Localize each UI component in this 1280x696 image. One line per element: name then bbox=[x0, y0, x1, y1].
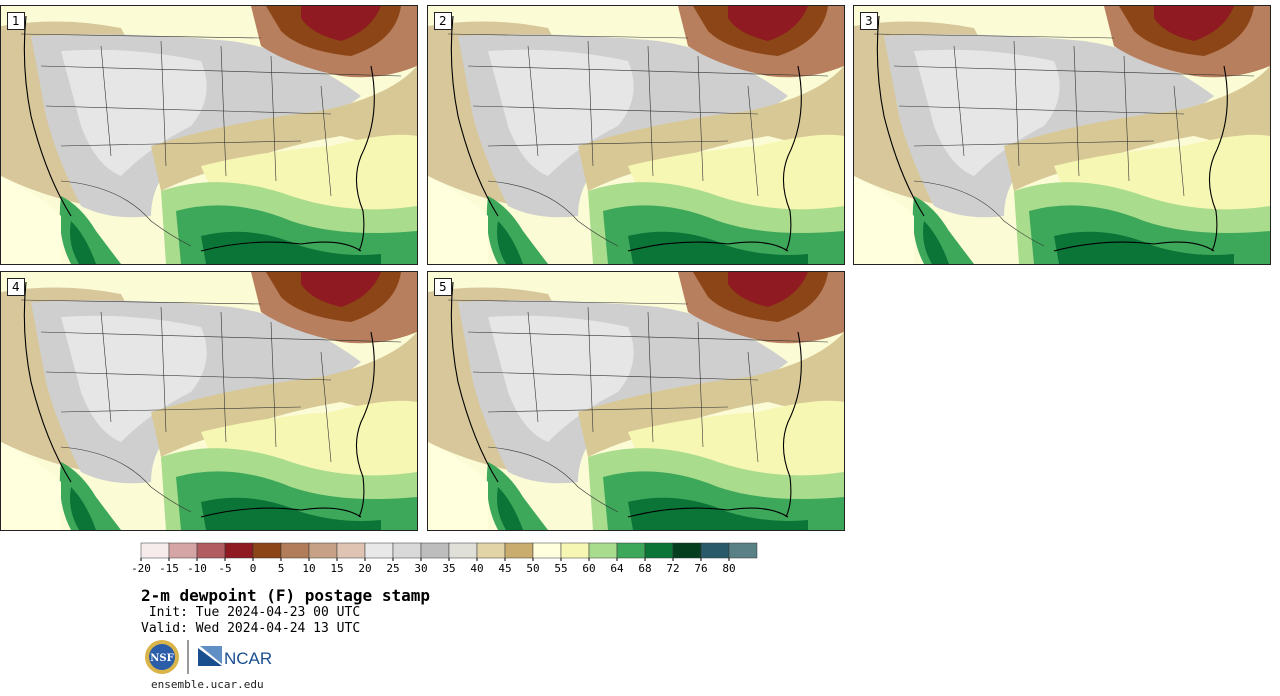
colorbar-swatch bbox=[616, 542, 646, 559]
colorbar-swatch bbox=[588, 542, 618, 559]
ensemble-member-panel-1: 1 bbox=[0, 5, 418, 265]
colorbar-tick-label: 76 bbox=[694, 562, 707, 575]
map-area bbox=[428, 272, 844, 530]
colorbar-tick-label: -10 bbox=[187, 562, 207, 575]
ensemble-member-panel-4: 4 bbox=[0, 271, 418, 531]
ensemble-member-panel-3: 3 bbox=[853, 5, 1271, 265]
colorbar-tick-label: 55 bbox=[554, 562, 567, 575]
website-link[interactable]: ensemble.ucar.edu bbox=[151, 678, 264, 691]
panel-number-label: 5 bbox=[434, 278, 452, 296]
colorbar-swatch bbox=[364, 542, 394, 559]
colorbar-swatch bbox=[532, 542, 562, 559]
colorbar-tick-label: 15 bbox=[330, 562, 343, 575]
colorbar-tick-label: 40 bbox=[470, 562, 483, 575]
colorbar-tick-label: 5 bbox=[278, 562, 285, 575]
map-area bbox=[854, 6, 1270, 264]
colorbar-tick-label: 68 bbox=[638, 562, 651, 575]
ensemble-member-panel-2: 2 bbox=[427, 5, 845, 265]
colorbar-tick-label: 72 bbox=[666, 562, 679, 575]
colorbar-tick-label: 64 bbox=[610, 562, 624, 575]
logos: NSF NCAR bbox=[144, 638, 284, 676]
ensemble-member-panel-5: 5 bbox=[427, 271, 845, 531]
panel-number-label: 1 bbox=[7, 12, 25, 30]
colorbar-tick-label: -15 bbox=[159, 562, 179, 575]
dewpoint-map bbox=[854, 6, 1270, 264]
colorbar-swatch bbox=[700, 542, 730, 559]
colorbar-tick-label: 80 bbox=[722, 562, 735, 575]
colorbar-swatch bbox=[476, 542, 506, 559]
colorbar-swatch bbox=[392, 542, 422, 559]
nsf-logo: NSF bbox=[145, 640, 189, 674]
colorbar-swatch bbox=[280, 542, 310, 559]
colorbar-swatch bbox=[336, 542, 366, 559]
colorbar-swatch bbox=[420, 542, 450, 559]
colorbar-tick-label: 0 bbox=[250, 562, 257, 575]
ncar-logo: NCAR bbox=[198, 646, 272, 668]
map-area bbox=[1, 272, 417, 530]
colorbar-swatch bbox=[196, 542, 226, 559]
colorbar-tick-label: 25 bbox=[386, 562, 399, 575]
dewpoint-colorbar: -20 -15 -10 -5 0 5 10 15 20 25 30 35 40 45 50 55 60 64 68 7… bbox=[131, 542, 758, 575]
colorbar-tick-label: 30 bbox=[414, 562, 427, 575]
colorbar-swatch bbox=[224, 542, 254, 559]
colorbar-swatch bbox=[644, 542, 674, 559]
map-area bbox=[1, 6, 417, 264]
colorbar-tick-label: 10 bbox=[302, 562, 315, 575]
colorbar-swatch bbox=[308, 542, 338, 559]
colorbar-tick-label: 35 bbox=[442, 562, 455, 575]
map-area bbox=[428, 6, 844, 264]
colorbar-swatch bbox=[728, 542, 758, 559]
panel-number-label: 3 bbox=[860, 12, 878, 30]
colorbar-swatch bbox=[448, 542, 478, 559]
colorbar-swatch bbox=[252, 542, 282, 559]
colorbar-tick-label: 45 bbox=[498, 562, 511, 575]
colorbar-swatch bbox=[504, 542, 534, 559]
panel-number-label: 4 bbox=[7, 278, 25, 296]
colorbar-swatch bbox=[672, 542, 702, 559]
dewpoint-map bbox=[1, 6, 417, 264]
svg-text:NSF: NSF bbox=[150, 653, 173, 664]
panel-number-label: 2 bbox=[434, 12, 452, 30]
colorbar-tick-label: 20 bbox=[358, 562, 371, 575]
colorbar-swatch bbox=[140, 542, 170, 559]
init-time: Init: Tue 2024-04-23 00 UTC bbox=[141, 605, 361, 620]
colorbar-tick-label: 50 bbox=[526, 562, 539, 575]
valid-time: Valid: Wed 2024-04-24 13 UTC bbox=[141, 621, 361, 636]
colorbar-tick-label: -20 bbox=[131, 562, 151, 575]
colorbar-swatch bbox=[560, 542, 590, 559]
colorbar-swatch bbox=[168, 542, 198, 559]
colorbar-tick-label: 60 bbox=[582, 562, 595, 575]
colorbar-tick-label: -5 bbox=[218, 562, 231, 575]
dewpoint-map bbox=[428, 272, 844, 530]
dewpoint-map bbox=[1, 272, 417, 530]
chart-title: 2-m dewpoint (F) postage stamp bbox=[141, 586, 430, 605]
svg-text:NCAR: NCAR bbox=[224, 649, 272, 668]
dewpoint-map bbox=[428, 6, 844, 264]
